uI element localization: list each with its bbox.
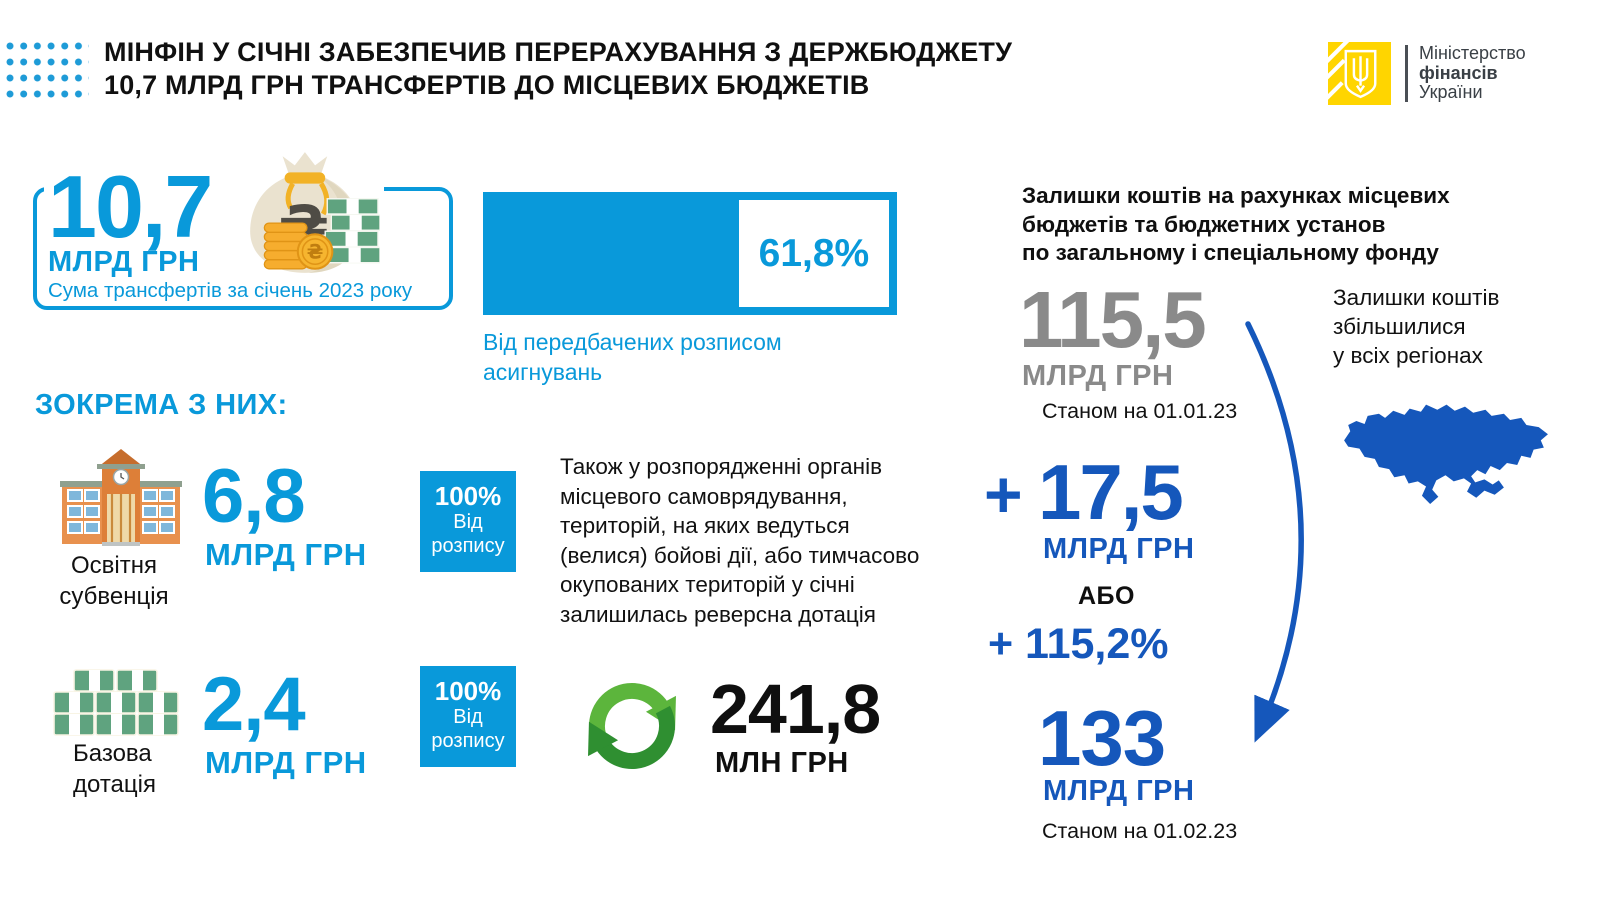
transfer-total-unit: МЛРД ГРН — [48, 246, 200, 278]
ukraine-map — [1344, 404, 1548, 504]
regions-note: Залишки коштів збільшилися у всіх регіон… — [1333, 285, 1500, 368]
progress-remainder: 61,8% — [738, 200, 889, 307]
logo-text-line2: фінансів — [1419, 62, 1498, 83]
balance-end-date: Станом на 01.02.23 — [1042, 819, 1238, 843]
ministry-logo-emblem — [1328, 42, 1391, 105]
base-grant-value: 2,4 — [202, 662, 306, 747]
progress-caption: Від передбачених розписом асигнувань — [483, 329, 782, 385]
trident-icon — [1344, 49, 1377, 99]
base-grant-label: Базова дотація — [73, 740, 156, 798]
school-icon — [60, 449, 182, 546]
reverse-cycle-icon — [588, 683, 676, 769]
transfer-total-caption: Сума трансфертів за січень 2023 року — [48, 279, 413, 302]
badge-percent: 100% — [434, 676, 502, 706]
balance-start-unit: МЛРД ГРН — [1022, 360, 1174, 392]
growth-arrow-icon — [1245, 321, 1304, 743]
logo-stripes — [1328, 42, 1350, 100]
breakdown-heading: ЗОКРЕМА З НИХ: — [35, 389, 288, 421]
logo-divider — [1405, 45, 1408, 102]
ministry-logo-text: Міністерство фінансів України — [1419, 43, 1526, 103]
reverse-subsidy-value: 241,8 — [710, 670, 881, 748]
school-windows — [67, 489, 175, 534]
reverse-subsidy-unit: МЛН ГРН — [715, 747, 849, 779]
base-grant-unit: МЛРД ГРН — [205, 745, 367, 780]
balance-start-value: 115,5 — [1019, 275, 1207, 364]
bundle-row-bottom — [53, 713, 179, 736]
logo-text-line3: України — [1419, 82, 1483, 102]
education-subvention-value: 6,8 — [202, 454, 306, 539]
balance-end-unit: МЛРД ГРН — [1043, 775, 1195, 807]
logo-text-line1: Міністерство — [1419, 43, 1526, 63]
money-stack-icon — [53, 669, 179, 736]
base-grant-badge: 100% Від розпису — [420, 666, 516, 767]
badge-caption: Від розпису — [431, 511, 505, 557]
delta-value: 17,5 — [1038, 448, 1184, 536]
transfer-total-value: 10,7 — [44, 163, 216, 251]
bundle-row-top — [73, 669, 158, 692]
coin-stack — [263, 222, 308, 270]
badge-percent: 100% — [434, 481, 502, 511]
balance-end-value: 133 — [1038, 694, 1166, 782]
svg-text:₴: ₴ — [307, 241, 324, 264]
reverse-subsidy-note: Також у розпорядженні органів місцевого … — [560, 454, 920, 627]
bundle-row-middle — [53, 691, 179, 714]
progress-bar: 61,8% — [483, 192, 897, 315]
or-label: АБО — [1078, 582, 1135, 610]
education-subvention-label: Освітня субвенція — [59, 552, 169, 610]
delta-percent: + 115,2% — [988, 620, 1169, 668]
page-title-line1: МІНФІН У СІЧНІ ЗАБЕЗПЕЧИВ ПЕРЕРАХУВАННЯ … — [104, 37, 1013, 67]
page-title-line2: 10,7 МЛРД ГРН ТРАНСФЕРТІВ ДО МІСЦЕВИХ БЮ… — [104, 70, 870, 100]
education-subvention-unit: МЛРД ГРН — [205, 537, 367, 572]
balance-start-date: Станом на 01.01.23 — [1042, 399, 1238, 423]
education-subvention-badge: 100% Від розпису — [420, 471, 516, 572]
balances-heading: Залишки коштів на рахунках місцевих бюдж… — [1022, 183, 1450, 265]
delta-plus-sign: + — [984, 457, 1023, 531]
dot-grid-decoration — [6, 42, 89, 106]
page-title: МІНФІН У СІЧНІ ЗАБЕЗПЕЧИВ ПЕРЕРАХУВАННЯ … — [104, 36, 1012, 102]
progress-percent-label: 61,8% — [758, 231, 870, 275]
badge-caption: Від розпису — [431, 706, 505, 752]
cash-bundles — [324, 198, 380, 264]
delta-unit: МЛРД ГРН — [1043, 533, 1195, 565]
money-bag-icon: ₴ ₴ — [250, 152, 380, 273]
